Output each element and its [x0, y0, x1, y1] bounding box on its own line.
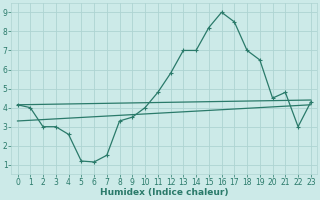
X-axis label: Humidex (Indice chaleur): Humidex (Indice chaleur)	[100, 188, 228, 197]
